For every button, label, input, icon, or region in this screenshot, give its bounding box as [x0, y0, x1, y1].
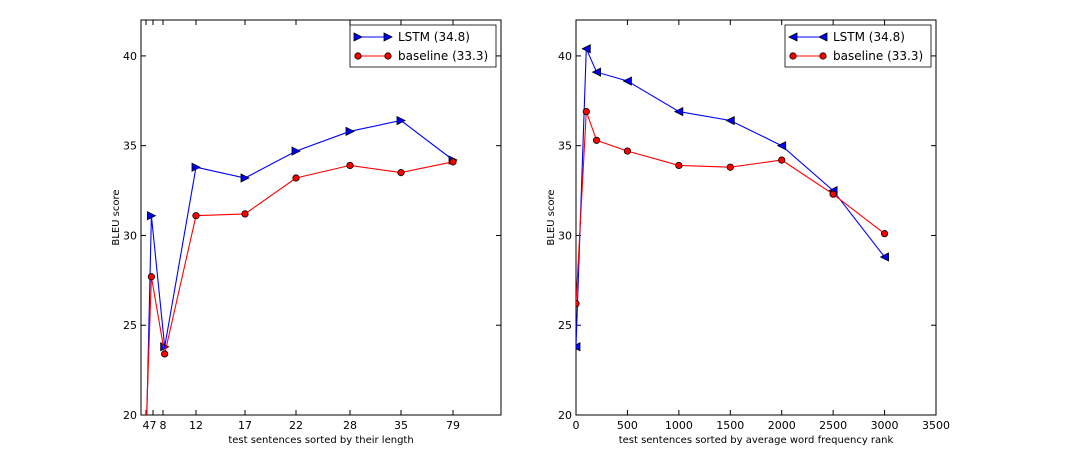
legend-entry: baseline (33.3): [398, 49, 488, 63]
x-tick-label: 35: [394, 419, 408, 432]
data-point: [581, 44, 591, 54]
data-point: [346, 161, 354, 170]
data-point: [354, 52, 362, 60]
plot-area: [142, 115, 458, 455]
x-tick-label: 17: [238, 419, 252, 432]
x-tick-label: 0: [573, 419, 580, 432]
series-lstm: [576, 44, 889, 352]
series-baseline: [576, 107, 889, 308]
x-tick-label: 79: [446, 419, 460, 432]
x-axis-label: test sentences sorted by average word fr…: [619, 435, 894, 446]
data-point: [819, 52, 827, 60]
x-tick-label: 3000: [871, 419, 899, 432]
series-line: [146, 161, 454, 415]
data-point: [673, 106, 684, 117]
data-point: [829, 190, 837, 198]
data-point: [726, 163, 734, 171]
legend: LSTM (34.8) baseline (33.3): [349, 24, 497, 68]
data-point: [788, 32, 798, 42]
x-tick-label: 7: [150, 419, 157, 432]
y-tick-label: 40: [558, 50, 572, 63]
plot-area: [576, 44, 889, 352]
data-point: [622, 76, 632, 86]
data-point: [818, 32, 828, 42]
series-lstm: [142, 115, 458, 455]
data-point: [383, 32, 393, 42]
y-axis-label: BLEU score: [111, 189, 122, 245]
x-tick-label: 22: [289, 419, 303, 432]
data-point: [396, 115, 406, 126]
data-point: [576, 342, 581, 352]
x-tick-label: 3500: [922, 419, 950, 432]
y-axis-label: BLEU score: [546, 189, 557, 245]
data-point: [592, 136, 601, 144]
x-tick-label: 12: [189, 419, 203, 432]
data-point: [142, 447, 150, 455]
y-tick-label: 30: [558, 229, 572, 242]
data-point: [292, 174, 300, 182]
x-tick-label: 4: [143, 419, 150, 432]
data-point: [789, 52, 797, 60]
data-point: [591, 67, 601, 77]
data-point: [191, 162, 201, 172]
chart-panel-2: 20 25 30 35 40 0 500 1000 1500 2000 2500 3000 3500 te…: [546, 19, 950, 446]
series-baseline: [146, 158, 457, 415]
data-point: [778, 156, 786, 164]
data-point: [397, 169, 405, 177]
y-tick-label: 35: [123, 140, 137, 153]
data-point: [345, 126, 355, 136]
data-point: [449, 158, 457, 166]
x-tick-label: 1500: [716, 419, 744, 432]
data-point: [353, 32, 363, 42]
legend-entry: LSTM (34.8): [833, 30, 905, 44]
y-tick-label: 30: [123, 229, 137, 242]
data-point: [291, 146, 301, 156]
legend-entry: LSTM (34.8): [398, 30, 470, 44]
data-point: [879, 252, 889, 262]
axes-frame: [575, 19, 937, 416]
data-point: [880, 230, 889, 238]
y-tick-label: 20: [558, 409, 572, 422]
data-point: [192, 212, 200, 220]
data-point: [161, 350, 169, 358]
data-point: [776, 141, 787, 151]
x-tick-label: 28: [343, 419, 357, 432]
x-tick-label: 2500: [819, 419, 847, 432]
y-tick-label: 25: [123, 319, 137, 332]
legend-box: [784, 24, 932, 68]
series-line: [576, 111, 885, 304]
data-point: [240, 173, 250, 183]
data-point: [576, 300, 580, 308]
y-tick-label: 20: [123, 409, 137, 422]
data-point: [623, 147, 632, 155]
chart-panel-1: 20 25 30 35 40 4 7 8 12 17 22 28 35 79 test sentences …: [111, 19, 502, 455]
x-tick-label: 500: [617, 419, 638, 432]
data-point: [146, 211, 157, 221]
data-point: [725, 115, 735, 126]
legend: LSTM (34.8) baseline (33.3): [784, 24, 932, 68]
y-tick-label: 25: [558, 319, 572, 332]
x-tick-label: 8: [160, 419, 167, 432]
legend-entry: baseline (33.3): [833, 49, 923, 63]
axes-frame: [140, 19, 502, 416]
data-point: [241, 210, 249, 218]
legend-box: [349, 24, 497, 68]
x-tick-label: 2000: [768, 419, 796, 432]
x-axis-label: test sentences sorted by their length: [228, 435, 413, 446]
data-point: [582, 107, 590, 116]
data-point: [147, 273, 155, 281]
x-tick-label: 1000: [665, 419, 693, 432]
data-point: [384, 52, 392, 60]
y-tick-label: 35: [558, 140, 572, 153]
y-tick-label: 40: [123, 50, 137, 63]
data-point: [675, 161, 683, 170]
